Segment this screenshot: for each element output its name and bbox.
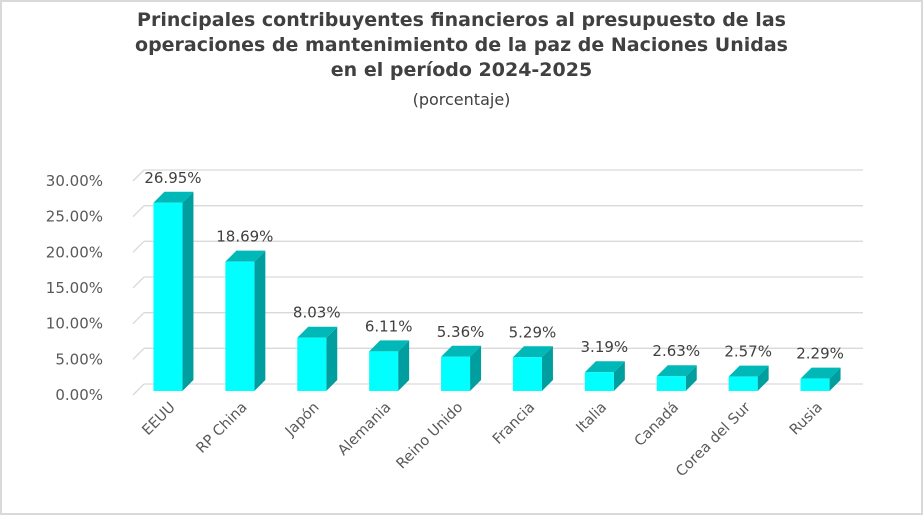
- bar-eeuu: [153, 191, 194, 391]
- bar-front: [369, 351, 399, 391]
- bar-top: [297, 326, 338, 338]
- x-axis-categories: EEUU RP China Japón Alemania Reino Unido Fran…: [139, 399, 825, 480]
- data-label: 6.11%: [365, 317, 413, 335]
- bar-corea-del-sur: [728, 365, 769, 391]
- bar-front: [800, 378, 830, 391]
- bar-alemania: [369, 340, 410, 391]
- y-axis-ticks: 0.00% 5.00% 10.00% 15.00% 20.00% 25.00% 30.00%: [46, 172, 103, 404]
- bar-front: [153, 202, 183, 391]
- data-label: 8.03%: [293, 304, 341, 322]
- x-category-label: Japón: [282, 400, 323, 441]
- y-tick-label: 10.00%: [46, 315, 103, 333]
- bar-top: [441, 345, 482, 357]
- x-category-label: RP China: [194, 400, 251, 457]
- y-tick-label: 0.00%: [55, 386, 103, 404]
- bar-side: [541, 346, 553, 391]
- bar-side: [757, 365, 769, 391]
- bars: [153, 191, 841, 391]
- data-labels: 26.95% 18.69% 8.03% 6.11% 5.36% 5.29% 3.19% 2.6…: [144, 169, 844, 363]
- bar-top: [800, 367, 841, 379]
- bar-front: [441, 356, 471, 391]
- bar-top: [225, 250, 266, 262]
- bar-front: [656, 376, 686, 391]
- y-tick-label: 20.00%: [46, 243, 103, 261]
- data-label: 26.95%: [144, 169, 201, 187]
- gridline-wall: [132, 205, 145, 218]
- x-category-label: Alemania: [335, 400, 394, 459]
- chart-title-line-2: operaciones de mantenimiento de la paz d…: [135, 34, 788, 56]
- bar-side: [613, 361, 625, 391]
- y-tick-label: 15.00%: [46, 279, 103, 297]
- chart-title: Principales contribuyentes financieros a…: [0, 8, 923, 83]
- x-category-label: Corea del Sur: [673, 399, 754, 480]
- bar-top: [512, 346, 553, 358]
- bar-top: [369, 340, 410, 352]
- gridline-wall: [132, 312, 145, 325]
- bar-italia: [584, 361, 625, 391]
- bar-front: [512, 357, 542, 391]
- bar-top: [153, 191, 194, 203]
- data-label: 2.29%: [796, 345, 844, 363]
- bar-front: [584, 372, 614, 391]
- bar-front: [297, 337, 327, 391]
- x-category-label: Canadá: [632, 400, 682, 450]
- data-label: 3.19%: [581, 338, 629, 356]
- bar-top: [728, 365, 769, 377]
- bar-top: [656, 365, 697, 377]
- bar-francia: [512, 346, 553, 391]
- x-category-label: Francia: [490, 400, 538, 448]
- gridline-wall: [132, 240, 145, 253]
- data-label: 18.69%: [216, 228, 273, 246]
- bar-japón: [297, 326, 338, 391]
- x-category-label: Rusia: [787, 400, 826, 439]
- data-label: 2.57%: [724, 343, 772, 361]
- chart-title-line-1: Principales contribuyentes financieros a…: [137, 9, 786, 31]
- bar-front: [225, 261, 255, 391]
- gridline-wall: [132, 383, 145, 396]
- chart-title-line-3: en el período 2024-2025: [330, 59, 593, 81]
- bar-side: [398, 340, 410, 391]
- bar-side: [685, 365, 697, 391]
- bar-side: [182, 191, 194, 391]
- data-label: 5.29%: [509, 323, 557, 341]
- x-category-label: Reino Unido: [394, 399, 467, 472]
- bar-top: [584, 361, 625, 373]
- data-label: 5.36%: [437, 323, 485, 341]
- bar-side: [829, 367, 841, 391]
- chart-subtitle: (porcentaje): [412, 90, 511, 109]
- y-tick-label: 30.00%: [46, 172, 103, 190]
- bar-rp-china: [225, 250, 266, 391]
- bar-canadá: [656, 365, 697, 391]
- x-category-label: EEUU: [139, 400, 178, 439]
- y-tick-label: 25.00%: [46, 208, 103, 226]
- bar-rusia: [800, 367, 841, 391]
- bar-side: [470, 345, 482, 391]
- gridline-wall: [132, 169, 145, 182]
- gridline-wall: [132, 276, 145, 289]
- y-tick-label: 5.00%: [55, 350, 103, 368]
- data-label: 2.63%: [652, 342, 700, 360]
- bar-reino-unido: [441, 345, 482, 391]
- x-category-label: Italia: [574, 400, 611, 437]
- bar-side: [326, 326, 338, 391]
- gridline-wall: [132, 347, 145, 360]
- bar-front: [728, 376, 758, 391]
- bar-side: [254, 250, 266, 391]
